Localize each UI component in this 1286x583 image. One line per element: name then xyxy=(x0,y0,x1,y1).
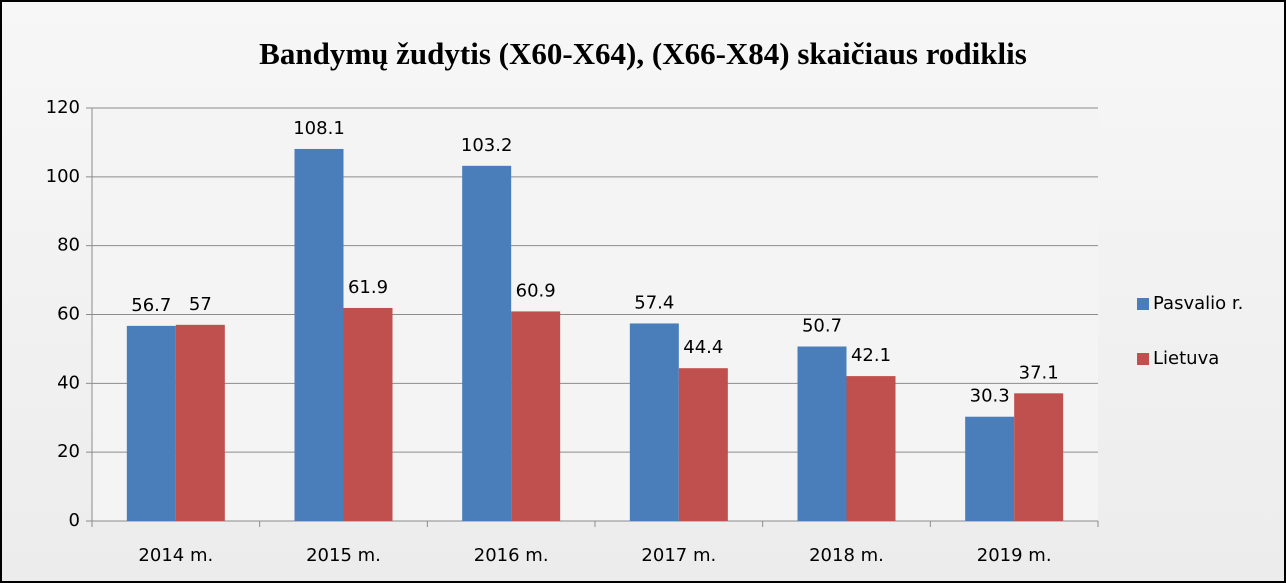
x-tick-label: 2017 m. xyxy=(641,545,716,566)
x-tick-label: 2015 m. xyxy=(306,545,381,566)
data-label: 42.1 xyxy=(851,345,891,366)
y-tick-label: 120 xyxy=(46,97,80,118)
data-label: 108.1 xyxy=(293,118,345,139)
data-label: 37.1 xyxy=(1019,362,1059,383)
data-label: 56.7 xyxy=(131,295,171,316)
bar xyxy=(343,307,393,521)
y-tick-label: 20 xyxy=(57,441,80,462)
y-tick-label: 100 xyxy=(46,166,80,187)
bar xyxy=(294,148,344,522)
y-tick-label: 40 xyxy=(57,372,80,393)
x-tick-label: 2016 m. xyxy=(474,545,549,566)
bar xyxy=(965,416,1015,521)
bar xyxy=(462,165,512,521)
bar xyxy=(797,346,847,521)
chart-title: Bandymų žudytis (X60-X64), (X66-X84) ska… xyxy=(259,36,1027,71)
bar xyxy=(126,325,176,521)
data-label: 44.4 xyxy=(683,337,723,358)
x-tick-label: 2014 m. xyxy=(138,545,213,566)
bar xyxy=(678,368,728,521)
data-label: 61.9 xyxy=(348,277,388,298)
data-label: 30.3 xyxy=(970,386,1010,407)
x-tick-label: 2019 m. xyxy=(977,545,1052,566)
legend-label: Pasvalio r. xyxy=(1153,293,1243,314)
x-tick-label: 2018 m. xyxy=(809,545,884,566)
y-tick-label: 0 xyxy=(69,510,80,531)
legend-swatch xyxy=(1137,353,1149,365)
y-tick-label: 80 xyxy=(57,235,80,256)
data-label: 60.9 xyxy=(516,280,556,301)
legend-swatch xyxy=(1137,298,1149,310)
bar xyxy=(846,376,896,521)
legend-label: Lietuva xyxy=(1153,348,1219,369)
data-label: 57 xyxy=(189,294,212,315)
data-label: 50.7 xyxy=(802,316,842,337)
bar xyxy=(629,323,679,521)
bar xyxy=(175,324,225,521)
bar xyxy=(1014,393,1064,521)
data-label: 57.4 xyxy=(634,292,674,313)
y-tick-label: 60 xyxy=(57,304,80,325)
bar xyxy=(511,311,561,521)
data-label: 103.2 xyxy=(461,135,513,156)
